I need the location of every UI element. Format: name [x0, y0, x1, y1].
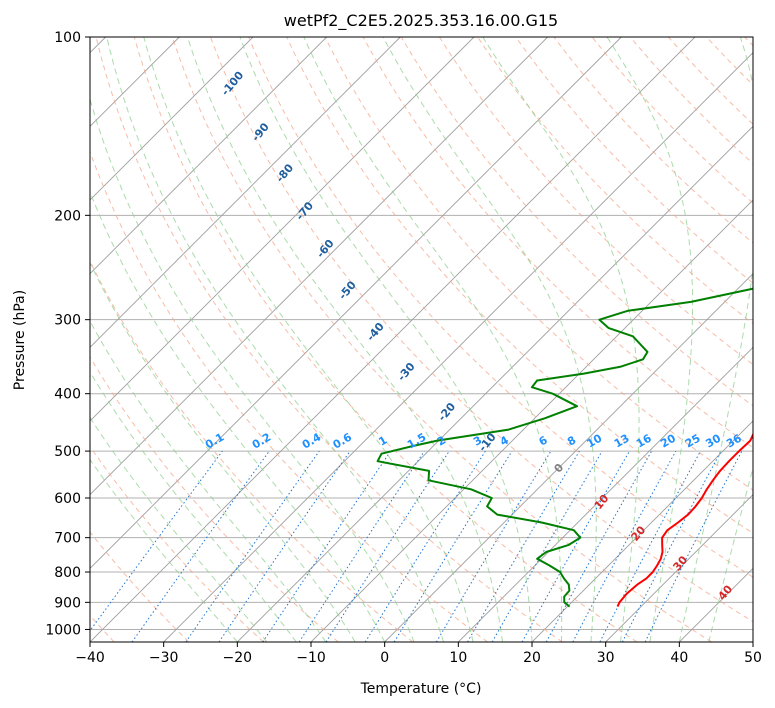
x-tick-label: 20 — [523, 650, 541, 666]
moist-adiabat — [382, 37, 597, 642]
mixing-ratio-line — [185, 450, 320, 642]
isotherm-line — [458, 346, 753, 642]
temperature-profile — [616, 432, 753, 608]
moist-adiabat — [482, 37, 640, 642]
x-tick-label: 0 — [380, 650, 389, 666]
mixing-ratio-line — [325, 450, 450, 642]
moist-adiabat — [678, 37, 753, 642]
isotherm-line — [163, 52, 753, 642]
moist-adiabat — [106, 37, 445, 642]
dry-adiabat — [248, 37, 753, 578]
dry-adiabat — [210, 37, 753, 623]
isotherm-line — [90, 37, 254, 201]
y-tick-label: 1000 — [45, 622, 81, 638]
moist-adiabat — [90, 416, 268, 642]
dry-adiabat — [171, 37, 712, 642]
moist-adiabat — [90, 97, 415, 642]
x-tick-label: −20 — [223, 650, 253, 666]
mixing-ratio-line — [572, 450, 677, 642]
dry-adiabat — [400, 37, 753, 407]
isotherm-line — [384, 273, 753, 642]
mixing-ratio-line — [298, 450, 425, 642]
y-tick-label: 700 — [54, 531, 81, 547]
mixing-ratio-line — [90, 450, 223, 632]
y-tick-label: 800 — [54, 565, 81, 581]
isotherm-line — [90, 37, 622, 569]
x-tick-label: 10 — [449, 650, 467, 666]
mixing-ratio-line — [218, 450, 351, 642]
moist-adiabat — [708, 465, 753, 642]
x-tick-label: 50 — [744, 650, 762, 666]
mixing-ratio-line — [644, 450, 743, 642]
moist-adiabat — [90, 320, 327, 642]
isotherm-line — [90, 37, 327, 275]
dry-adiabat — [90, 259, 414, 642]
x-tick-label: −10 — [296, 650, 326, 666]
y-axis-title: Pressure (hPa) — [12, 290, 28, 390]
series-layer — [376, 287, 753, 608]
moist-adiabat — [143, 37, 474, 642]
x-tick-label: −30 — [149, 650, 179, 666]
mixing-ratio-line — [545, 450, 653, 642]
dry-adiabat — [90, 356, 339, 642]
dry-adiabat — [286, 37, 753, 534]
isotherm-line — [90, 37, 401, 348]
dry-adiabat — [438, 37, 753, 366]
moist-adiabat — [90, 261, 356, 642]
isotherm-line — [90, 37, 475, 422]
isotherm-line — [90, 37, 696, 642]
dry-adiabat — [515, 37, 753, 284]
isotherm-line — [90, 37, 548, 496]
x-tick-label: 40 — [670, 650, 688, 666]
y-tick-label: 400 — [54, 387, 81, 403]
dry-adiabat — [133, 37, 638, 642]
dry-adiabat — [90, 445, 264, 642]
grid-layer — [90, 37, 753, 642]
chart-title: wetPf2_C2E5.2025.353.16.00.G15 — [284, 11, 558, 31]
x-tick-label: 30 — [597, 650, 615, 666]
y-tick-label: 500 — [54, 444, 81, 460]
moist-adiabat — [606, 37, 694, 642]
mixing-ratio-line — [131, 450, 270, 642]
moist-adiabat — [90, 458, 238, 642]
dry-adiabat — [95, 37, 563, 642]
y-tick-label: 300 — [54, 313, 81, 329]
x-axis-title: Temperature (°C) — [360, 681, 482, 697]
moist-adiabat — [90, 190, 386, 642]
y-tick-label: 600 — [54, 491, 81, 507]
y-tick-label: 900 — [54, 595, 81, 611]
isotherm-line — [531, 420, 753, 642]
mixing-ratio-line — [521, 450, 630, 642]
y-tick-label: 100 — [54, 30, 81, 46]
plot-frame — [89, 36, 754, 643]
isotherm-line — [237, 125, 753, 642]
moist-adiabat — [90, 370, 297, 642]
moist-adiabat — [239, 37, 533, 642]
mixing-ratio-line — [262, 450, 392, 642]
dewpoint-profile — [376, 287, 753, 608]
isotherm-line — [605, 494, 753, 642]
dry-adiabat — [90, 150, 488, 642]
moist-adiabat — [303, 37, 563, 642]
y-tick-label: 200 — [54, 208, 81, 224]
dry-adiabat — [90, 531, 190, 642]
axis-layer: −40 −30 −20 −10 0 10 20 30 40 50 100 200 300 400 500 60… — [45, 30, 762, 666]
x-tick-label: −40 — [75, 650, 105, 666]
